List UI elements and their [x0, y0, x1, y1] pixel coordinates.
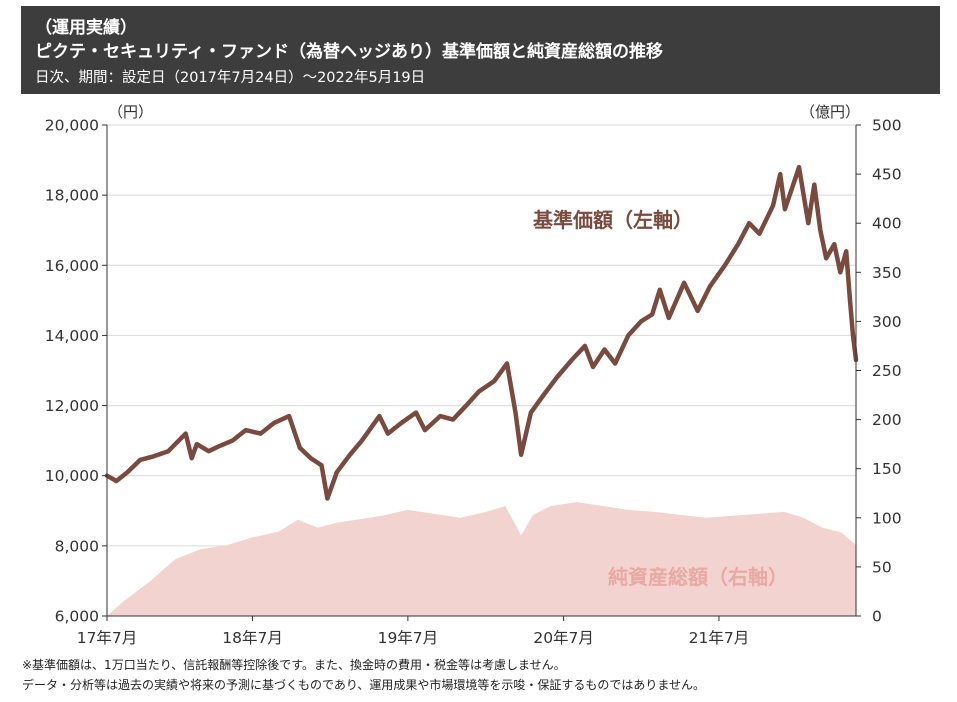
x-tick-label: 21年7月	[689, 629, 750, 647]
left-tick-label: 10,000	[45, 467, 99, 485]
left-tick-label: 16,000	[45, 257, 99, 275]
aum-area-series	[107, 502, 856, 616]
chart-subtitle: 日次、期間：設定日（2017年7月24日）～2022年5月19日	[35, 70, 426, 86]
x-tick-label: 19年7月	[378, 629, 439, 647]
right-tick-label: 400	[872, 215, 902, 233]
x-tick-label: 18年7月	[222, 629, 283, 647]
aum-series-label: 純資産総額（右軸）	[608, 565, 788, 589]
grid-lines	[107, 124, 856, 547]
nav-series-label: 基準価額（左軸）	[533, 208, 693, 232]
left-tick-label: 18,000	[45, 187, 99, 205]
left-tick-label: 6,000	[55, 608, 99, 626]
right-axis-unit: （億円）	[800, 103, 860, 121]
x-tick-label: 20年7月	[533, 629, 594, 647]
right-tick-label: 350	[872, 264, 902, 282]
nav-line-series	[104, 164, 859, 501]
right-tick-label: 200	[872, 411, 902, 429]
left-tick-label: 12,000	[45, 397, 99, 415]
left-axis-unit: （円）	[108, 103, 153, 121]
right-tick-label: 100	[872, 509, 902, 527]
x-tick-label: 17年7月	[77, 629, 138, 647]
right-tick-label: 500	[872, 117, 902, 135]
left-tick-label: 20,000	[45, 117, 99, 135]
left-tick-label: 8,000	[55, 537, 99, 555]
right-tick-label: 150	[872, 460, 902, 478]
chart-title: ピクテ・セキュリティ・ファンド（為替ヘッジあり）基準価額と純資産総額の推移	[35, 42, 663, 62]
right-tick-label: 300	[872, 313, 902, 331]
right-tick-label: 0	[872, 608, 882, 626]
right-tick-label: 450	[872, 166, 902, 184]
chart-header: （運用実績） ピクテ・セキュリティ・ファンド（為替ヘッジあり）基準価額と純資産総…	[21, 6, 940, 94]
axis-ticks: 6,000 8,000 10,000 12,000 14,000 16,000 18,000…	[45, 117, 902, 648]
section-label: （運用実績）	[35, 18, 137, 38]
left-tick-label: 14,000	[45, 327, 99, 345]
right-tick-label: 250	[872, 362, 902, 380]
right-tick-label: 50	[872, 558, 892, 576]
footnote-2: データ・分析等は過去の実績や将来の予測に基づくものであり、運用成果や市場環境等を…	[22, 678, 706, 692]
footnote-1: ※基準価額は、1万口当たり、信託報酬等控除後です。また、換金時の費用・税金等は考…	[22, 658, 566, 672]
